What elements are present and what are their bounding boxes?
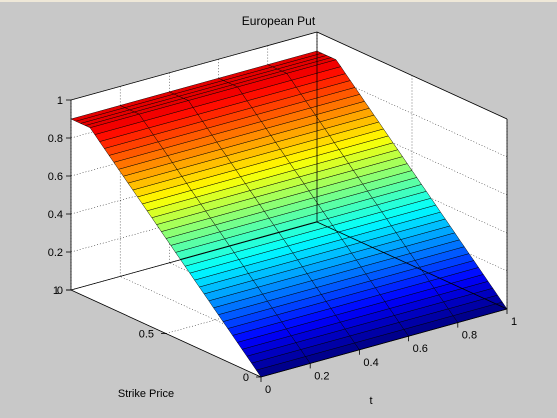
grid-line <box>70 183 318 253</box>
value-tick-label: 0.8 <box>48 133 63 145</box>
chart-title: European Put <box>241 14 316 28</box>
t-tick-label: 0.8 <box>462 330 477 342</box>
strike-tick-label: 0 <box>243 372 249 384</box>
value-tick-label: 0.2 <box>48 247 63 259</box>
surface-mesh <box>70 50 508 378</box>
x-axis-label: t <box>369 395 372 407</box>
t-tick-label: 0.4 <box>363 357 378 369</box>
t-tick-label: 0.6 <box>413 343 428 355</box>
grid-line <box>165 265 413 334</box>
axis-line <box>260 308 508 378</box>
t-tick-label: 1 <box>511 316 517 328</box>
axis-line <box>316 31 508 120</box>
axis-line <box>316 221 508 310</box>
grid-line <box>70 107 318 177</box>
t-tick-label: 0 <box>265 384 271 396</box>
window-top-border <box>0 0 557 2</box>
y-axis-label: Strike Price <box>118 388 174 400</box>
value-tick-label: 0.6 <box>48 171 63 183</box>
grid-line <box>120 276 311 364</box>
t-tick-label: 0.2 <box>314 370 329 382</box>
axis-line <box>70 221 318 291</box>
value-tick-label: 1 <box>57 95 63 107</box>
value-tick-label: 0 <box>57 285 63 297</box>
value-tick-label: 0.4 <box>48 209 63 221</box>
strike-tick-label: 0.5 <box>139 329 154 341</box>
axis-line <box>70 31 318 101</box>
grid-line <box>70 145 318 215</box>
axes-box-lines <box>70 31 508 378</box>
strike-tick-label: 1 <box>53 285 59 297</box>
